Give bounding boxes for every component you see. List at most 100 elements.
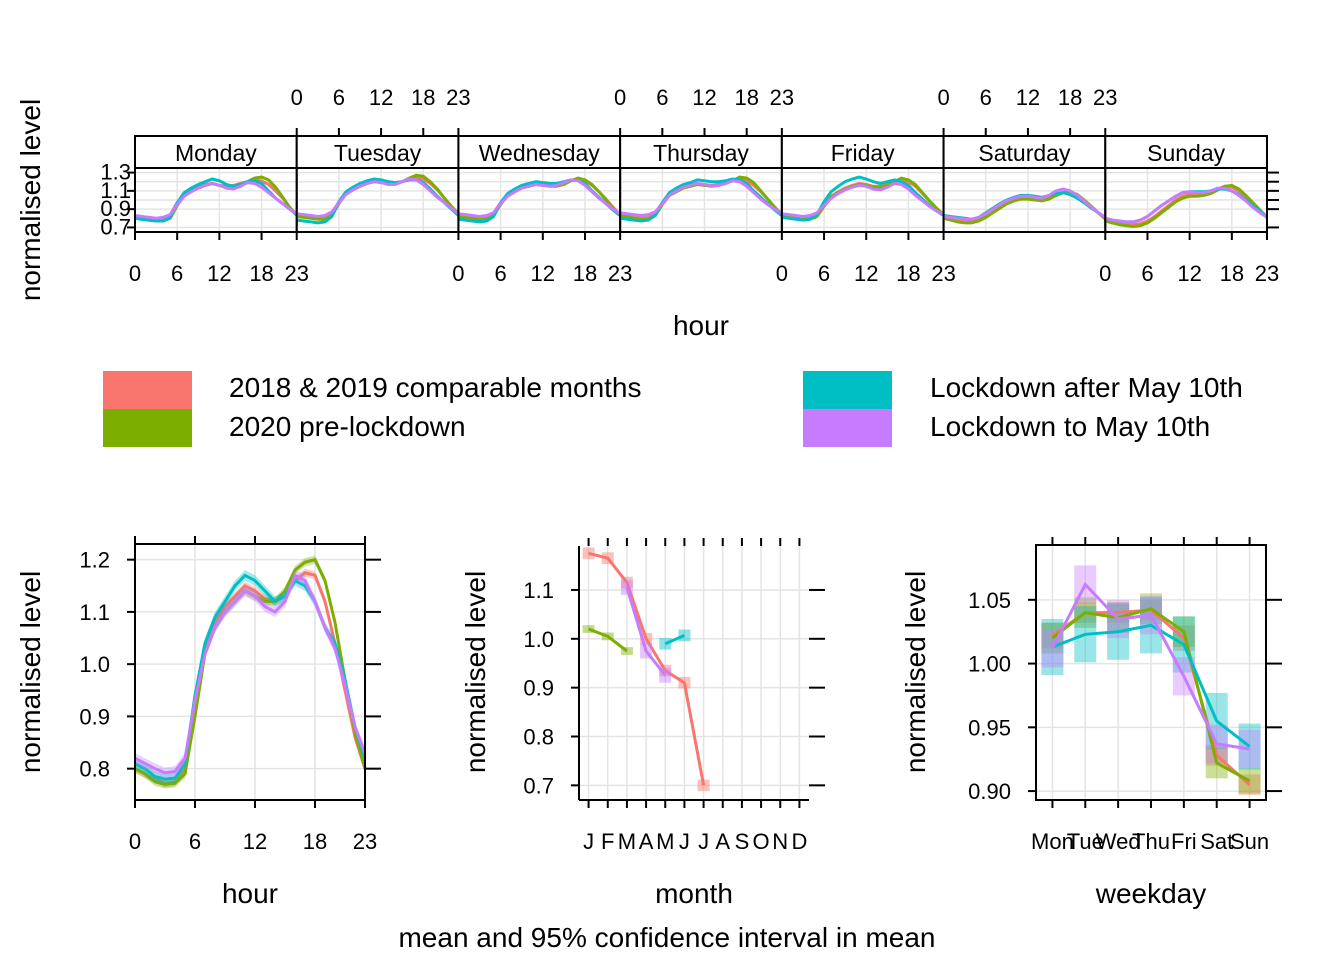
y-tick-label: 0.8 xyxy=(523,725,554,750)
series-line xyxy=(134,181,298,220)
ci-box xyxy=(582,625,595,633)
x-tick-label: M xyxy=(618,829,636,854)
x-tick-label: 23 xyxy=(1255,261,1279,286)
panel-friday: Friday 0 6 12 18 23 xyxy=(776,135,956,286)
month-xlabel: month xyxy=(655,878,733,909)
x-tick-label: Tue xyxy=(1067,829,1104,854)
x-tick-label: 12 xyxy=(243,829,267,854)
y-tick-label: 1.0 xyxy=(523,627,554,652)
strip-label: Sunday xyxy=(1147,140,1226,166)
x-tick-label: Mon xyxy=(1031,829,1074,854)
x-tick-label: 6 xyxy=(818,261,830,286)
strip-label: Tuesday xyxy=(334,140,422,166)
y-tick-label: 1.2 xyxy=(79,548,110,573)
series-line xyxy=(458,178,621,219)
legend-label-1: 2020 pre-lockdown xyxy=(229,411,466,442)
x-tick-label: 18 xyxy=(411,85,435,110)
weekday-hour-panels: Monday 0 6 12 18 23 Tuesday 0 6 12 18 23 Wednesday 0 6… xyxy=(100,85,1279,286)
x-tick-label: 23 xyxy=(446,85,470,110)
y-tick-label: 0.8 xyxy=(79,757,110,782)
x-tick-label: 18 xyxy=(249,261,273,286)
strip-box xyxy=(134,135,298,169)
legend-swatch-1 xyxy=(103,409,192,447)
x-tick-label: 0 xyxy=(614,85,626,110)
panel-wednesday: Wednesday 0 6 12 18 23 xyxy=(452,135,632,286)
month-ylabel: normalised level xyxy=(460,571,491,773)
y-tick-label: 1.05 xyxy=(968,588,1011,613)
y-tick-label: 1.1 xyxy=(79,600,110,625)
x-tick-label: J xyxy=(698,829,709,854)
x-tick-label: Wed xyxy=(1096,829,1141,854)
x-tick-label: 0 xyxy=(937,85,949,110)
x-tick-label: 23 xyxy=(931,261,955,286)
legend-swatch-3 xyxy=(803,409,892,447)
x-tick-label: 18 xyxy=(734,85,758,110)
series-line xyxy=(619,179,783,218)
top-xlabel: hour xyxy=(673,310,729,341)
y-tick-label: 1.3 xyxy=(100,160,131,185)
ci-box xyxy=(1238,723,1261,770)
x-tick-label: 12 xyxy=(692,85,716,110)
strip-label: Thursday xyxy=(653,140,749,166)
x-tick-label: 23 xyxy=(353,829,377,854)
series-line xyxy=(943,187,1107,221)
x-tick-label: N xyxy=(772,829,788,854)
x-tick-label: 0 xyxy=(291,85,303,110)
panel-sunday: Sunday 0 6 12 18 23 xyxy=(1099,135,1279,286)
series-line xyxy=(296,177,460,219)
ci-box xyxy=(678,629,691,642)
x-tick-label: 18 xyxy=(1220,261,1244,286)
x-tick-label: A xyxy=(715,829,730,854)
x-tick-label: Sun xyxy=(1230,829,1269,854)
x-tick-label: 12 xyxy=(531,261,555,286)
y-tick-label: 1.1 xyxy=(523,578,554,603)
series-line xyxy=(625,587,667,677)
ci-box xyxy=(582,547,595,560)
strip-label: Friday xyxy=(831,140,895,166)
y-tick-label: 0.7 xyxy=(523,773,554,798)
x-tick-label: 18 xyxy=(303,829,327,854)
series-line xyxy=(134,573,367,775)
ci-box xyxy=(620,647,633,655)
ci-box xyxy=(697,779,710,792)
x-tick-label: 12 xyxy=(369,85,393,110)
x-tick-label: 6 xyxy=(980,85,992,110)
strip-label: Monday xyxy=(175,140,257,166)
y-tick-label: 1.0 xyxy=(79,652,110,677)
panel-tuesday: Tuesday 0 6 12 18 23 xyxy=(291,85,471,233)
panel-saturday: Saturday 0 6 12 18 23 xyxy=(937,85,1118,233)
legend-label-3: Lockdown to May 10th xyxy=(930,411,1210,442)
x-tick-label: 12 xyxy=(207,261,231,286)
legend: 2018 & 2019 comparable months 2020 pre-l… xyxy=(103,371,1243,447)
footer-caption: mean and 95% confidence interval in mean xyxy=(398,922,935,953)
y-tick-label: 0.90 xyxy=(968,779,1011,804)
ci-box xyxy=(659,637,672,650)
strip-label: Wednesday xyxy=(479,140,601,166)
panel-thursday: Thursday 0 6 12 18 23 xyxy=(614,85,794,233)
x-tick-label: O xyxy=(753,829,770,854)
weekday-ylabel: normalised level xyxy=(900,571,931,773)
panel-monday: Monday 0 6 12 18 23 xyxy=(129,135,309,286)
y-tick-label: 0.9 xyxy=(100,196,131,221)
series-line xyxy=(1051,581,1250,751)
x-tick-label: 6 xyxy=(189,829,201,854)
x-tick-label: 12 xyxy=(1177,261,1201,286)
series-line xyxy=(1051,623,1251,748)
x-tick-label: 23 xyxy=(284,261,308,286)
x-tick-label: Thu xyxy=(1132,829,1170,854)
x-tick-label: 23 xyxy=(770,85,794,110)
x-tick-label: Fri xyxy=(1171,829,1197,854)
x-tick-label: 0 xyxy=(452,261,464,286)
legend-label-2: Lockdown after May 10th xyxy=(930,372,1243,403)
y-tick-label: 0.95 xyxy=(968,715,1011,740)
top-ylabel: normalised level xyxy=(15,99,46,301)
series-line xyxy=(781,181,945,219)
x-tick-label: 12 xyxy=(1016,85,1040,110)
x-tick-label: M xyxy=(656,829,674,854)
y-tick-label: 0.9 xyxy=(523,676,554,701)
legend-label-0: 2018 & 2019 comparable months xyxy=(229,372,642,403)
x-tick-label: 18 xyxy=(573,261,597,286)
y-tick-label: 0.7 xyxy=(100,214,131,239)
x-tick-label: 0 xyxy=(1099,261,1111,286)
